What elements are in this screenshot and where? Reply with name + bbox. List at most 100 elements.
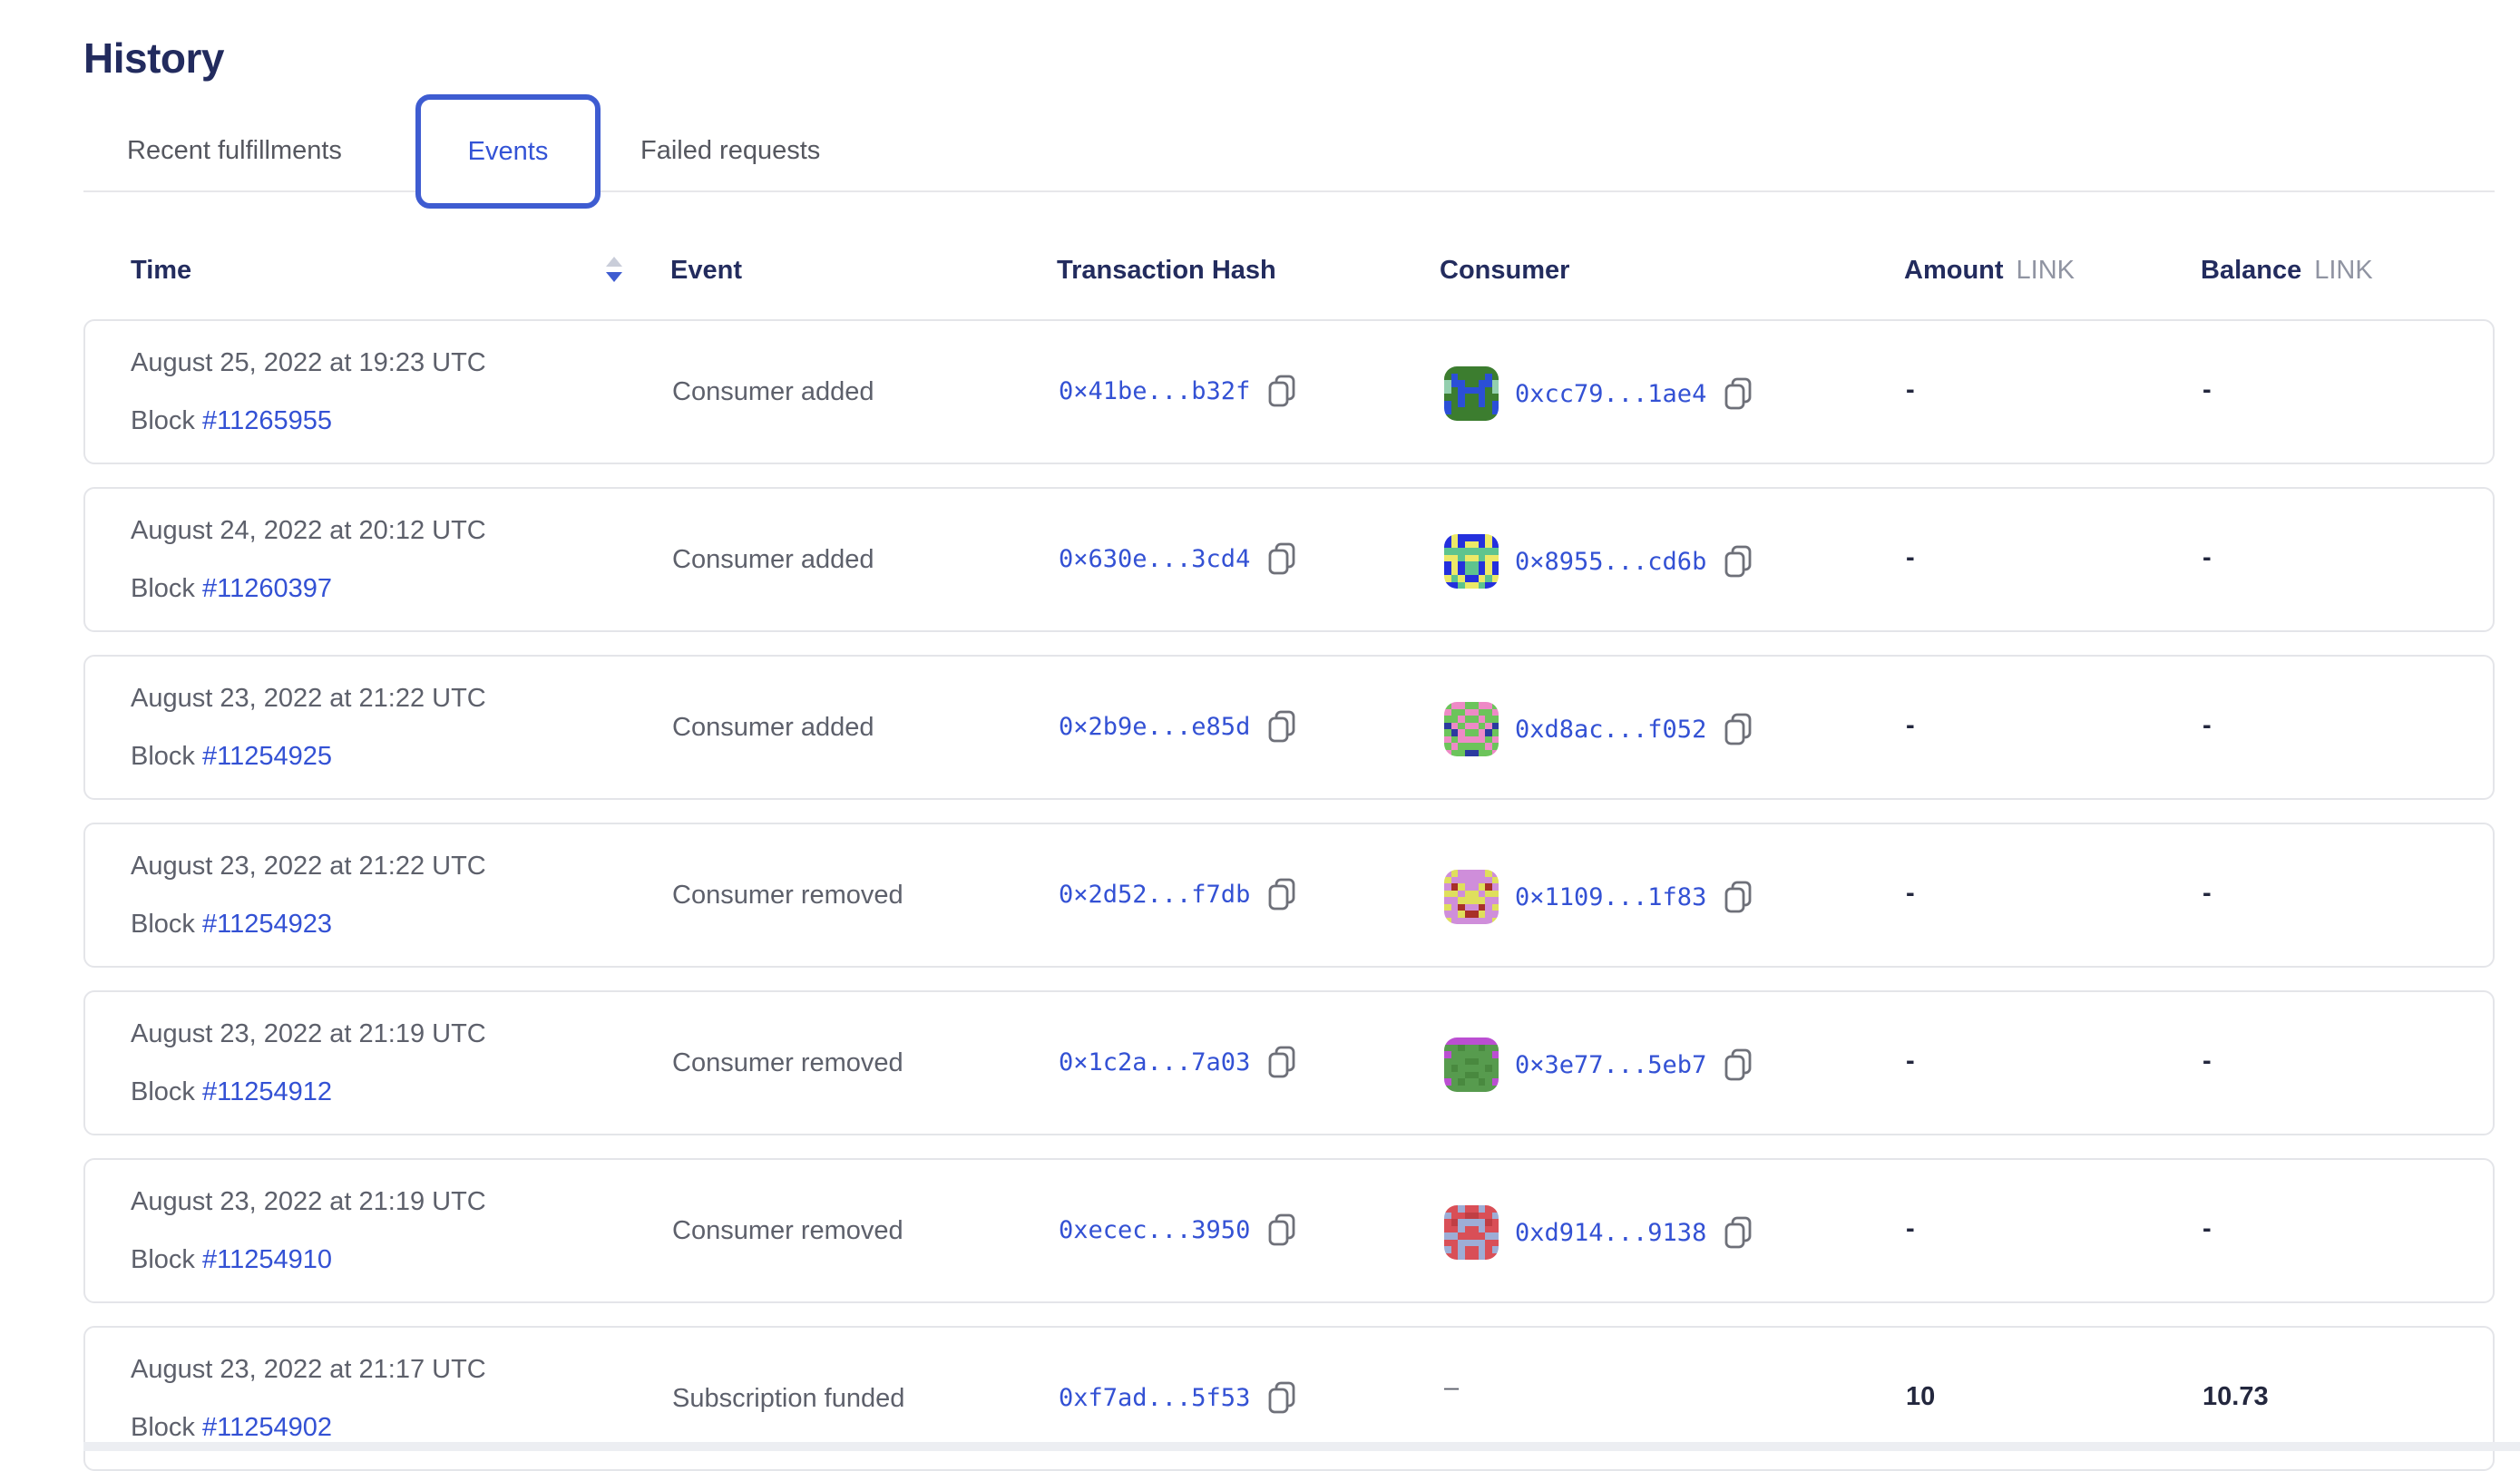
amount-cell: - <box>1906 879 1915 908</box>
event-cell: Consumer added <box>672 713 874 742</box>
balance-cell: - <box>2203 543 2212 572</box>
balance-unit-label: LINK <box>2314 256 2373 285</box>
block-number-link[interactable]: #11265955 <box>201 406 332 435</box>
transaction-hash-link[interactable]: 0×630e...3cd4 <box>1059 544 1251 573</box>
amount-cell: - <box>1906 1214 1915 1243</box>
copy-icon[interactable] <box>1266 1380 1297 1415</box>
block-label: Block <box>131 742 202 771</box>
transaction-hash-link[interactable]: 0×2d52...f7db <box>1059 880 1251 909</box>
time-cell: August 23, 2022 at 21:22 UTC <box>131 852 486 881</box>
transaction-hash-cell: 0xf7ad...5f53 <box>1059 1380 1297 1415</box>
consumer-cell: 0×8955...cd6b <box>1444 534 1753 589</box>
copy-icon[interactable] <box>1723 880 1753 914</box>
table-row: August 23, 2022 at 21:19 UTC Block #1125… <box>83 1158 2495 1303</box>
event-cell: Subscription funded <box>672 1384 905 1413</box>
transaction-hash-cell: 0×2d52...f7db <box>1059 877 1297 911</box>
table-row: August 23, 2022 at 21:22 UTC Block #1125… <box>83 655 2495 800</box>
consumer-identicon <box>1444 702 1499 756</box>
time-cell: August 23, 2022 at 21:19 UTC <box>131 1019 486 1048</box>
time-cell: August 23, 2022 at 21:22 UTC <box>131 684 486 713</box>
copy-icon[interactable] <box>1266 877 1297 911</box>
column-header-amount: Amount LINK <box>1904 256 2076 285</box>
event-cell: Consumer added <box>672 377 874 406</box>
balance-cell: 10.73 <box>2203 1382 2269 1411</box>
copy-icon[interactable] <box>1723 544 1753 579</box>
copy-icon[interactable] <box>1266 541 1297 576</box>
sort-desc-icon[interactable] <box>606 257 622 282</box>
consumer-address-link: – <box>1444 1373 1460 1402</box>
event-cell: Consumer removed <box>672 1216 903 1245</box>
block-label: Block <box>131 1245 202 1274</box>
balance-cell: - <box>2203 879 2212 908</box>
sort-desc-arrow-icon <box>606 272 622 282</box>
transaction-hash-link[interactable]: 0xf7ad...5f53 <box>1059 1383 1251 1412</box>
amount-cell: - <box>1906 543 1915 572</box>
amount-cell: - <box>1906 1047 1915 1076</box>
table-row: August 23, 2022 at 21:22 UTC Block #1125… <box>83 823 2495 968</box>
column-header-time[interactable]: Time <box>131 256 192 285</box>
transaction-hash-link[interactable]: 0×1c2a...7a03 <box>1059 1047 1251 1076</box>
consumer-identicon <box>1444 1037 1499 1092</box>
consumer-identicon <box>1444 366 1499 421</box>
transaction-hash-link[interactable]: 0×2b9e...e85d <box>1059 712 1251 741</box>
consumer-address-link[interactable]: 0xd8ac...f052 <box>1515 715 1707 744</box>
transaction-hash-link[interactable]: 0xecec...3950 <box>1059 1215 1251 1244</box>
copy-icon[interactable] <box>1266 709 1297 744</box>
block-label: Block <box>131 574 202 603</box>
transaction-hash-cell: 0×1c2a...7a03 <box>1059 1045 1297 1079</box>
consumer-address-link[interactable]: 0×8955...cd6b <box>1515 547 1707 576</box>
copy-icon[interactable] <box>1266 1213 1297 1247</box>
tab-events-label: Events <box>467 136 549 166</box>
tab-failed-requests[interactable]: Failed requests <box>640 136 821 165</box>
copy-icon[interactable] <box>1723 1215 1753 1250</box>
consumer-address-link[interactable]: 0×1109...1f83 <box>1515 882 1707 911</box>
block-label: Block <box>131 406 202 435</box>
time-cell: August 23, 2022 at 21:19 UTC <box>131 1187 486 1216</box>
column-header-event: Event <box>670 256 742 285</box>
copy-icon[interactable] <box>1723 376 1753 411</box>
transaction-hash-cell: 0xecec...3950 <box>1059 1213 1297 1247</box>
amount-unit-label: LINK <box>2016 256 2076 285</box>
balance-cell: - <box>2203 711 2212 740</box>
transaction-hash-cell: 0×41be...b32f <box>1059 374 1297 408</box>
tabs-divider <box>83 190 2495 192</box>
block-cell: Block #11260397 <box>131 574 332 604</box>
column-header-transaction-hash: Transaction Hash <box>1057 256 1276 285</box>
consumer-address-link[interactable]: 0xcc79...1ae4 <box>1515 379 1707 408</box>
copy-icon[interactable] <box>1266 1045 1297 1079</box>
block-number-link[interactable]: #11254902 <box>201 1413 332 1442</box>
event-cell: Consumer removed <box>672 881 903 910</box>
balance-cell: - <box>2203 1047 2212 1076</box>
consumer-identicon <box>1444 870 1499 924</box>
column-header-balance: Balance LINK <box>2201 256 2373 285</box>
consumer-cell: 0xd914...9138 <box>1444 1205 1753 1260</box>
event-cell: Consumer added <box>672 545 874 574</box>
tab-events[interactable]: Events <box>415 94 601 209</box>
time-cell: August 25, 2022 at 19:23 UTC <box>131 348 486 377</box>
copy-icon[interactable] <box>1723 712 1753 746</box>
consumer-address-link[interactable]: 0×3e77...5eb7 <box>1515 1050 1707 1079</box>
event-cell: Consumer removed <box>672 1048 903 1077</box>
transaction-hash-cell: 0×2b9e...e85d <box>1059 709 1297 744</box>
copy-icon[interactable] <box>1266 374 1297 408</box>
block-label: Block <box>131 910 202 939</box>
amount-cell: 10 <box>1906 1382 1936 1411</box>
time-cell: August 23, 2022 at 21:17 UTC <box>131 1355 486 1384</box>
block-cell: Block #11254925 <box>131 742 332 772</box>
tab-recent-fulfillments[interactable]: Recent fulfillments <box>127 136 342 165</box>
transaction-hash-cell: 0×630e...3cd4 <box>1059 541 1297 576</box>
page-title: History <box>83 34 224 82</box>
bottom-edge-strip <box>83 1442 2520 1451</box>
block-number-link[interactable]: #11260397 <box>201 574 332 603</box>
copy-icon[interactable] <box>1723 1047 1753 1082</box>
sort-asc-arrow-icon <box>606 257 622 267</box>
table-row: August 25, 2022 at 19:23 UTC Block #1126… <box>83 319 2495 464</box>
consumer-address-link[interactable]: 0xd914...9138 <box>1515 1218 1707 1247</box>
block-number-link[interactable]: #11254912 <box>201 1077 332 1106</box>
block-number-link[interactable]: #11254910 <box>201 1245 332 1274</box>
block-number-link[interactable]: #11254923 <box>201 910 332 939</box>
column-header-consumer: Consumer <box>1440 256 1570 285</box>
block-number-link[interactable]: #11254925 <box>201 742 332 771</box>
block-cell: Block #11254912 <box>131 1077 332 1107</box>
transaction-hash-link[interactable]: 0×41be...b32f <box>1059 376 1251 405</box>
